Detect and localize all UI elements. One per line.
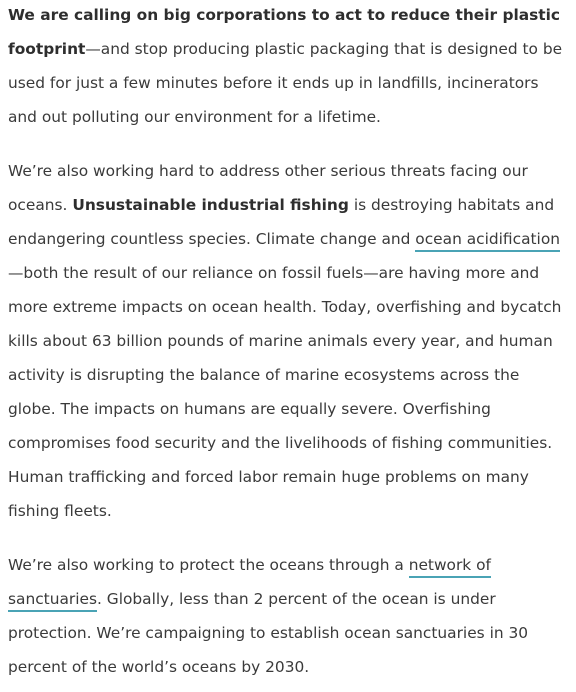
paragraph-threats: We’re also working hard to address other… [8,154,570,528]
paragraph-text: —and stop producing plastic packaging th… [8,40,563,126]
paragraph-text: —both the result of our reliance on foss… [8,264,562,520]
paragraph-text: We’re also working to protect the oceans… [8,556,409,574]
network-of-sanctuaries-link[interactable]: network of sanctuaries [8,556,491,612]
bold-plastic-footprint: We are calling on big corporations to ac… [8,6,561,58]
paragraph-plastic: We are calling on big corporations to ac… [8,0,570,134]
bold-unsustainable-fishing: Unsustainable industrial fishing [72,196,349,214]
paragraph-text: is destroying habitats and endangering c… [8,196,555,248]
paragraph-sanctuaries: We’re also working to protect the oceans… [8,548,570,684]
paragraph-text: . Globally, less than 2 percent of the o… [8,590,529,676]
ocean-acidification-link[interactable]: ocean acidification [415,230,561,252]
paragraph-text: We’re also working hard to address other… [8,162,528,214]
